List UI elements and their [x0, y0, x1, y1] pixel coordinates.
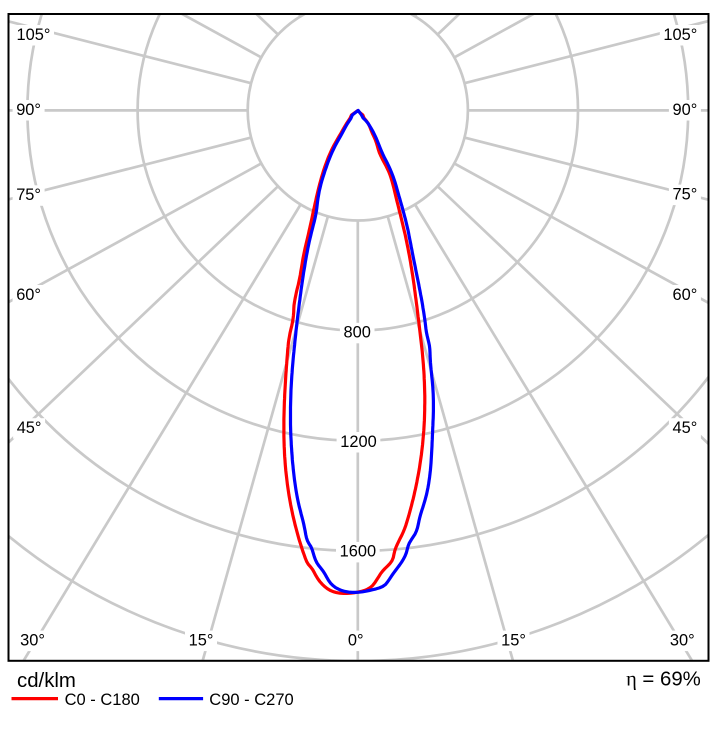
svg-text:800: 800: [344, 324, 371, 342]
svg-text:η = 69%: η = 69%: [626, 668, 701, 690]
svg-text:45°: 45°: [17, 419, 42, 437]
svg-text:30°: 30°: [20, 631, 45, 649]
svg-text:60°: 60°: [673, 286, 698, 304]
svg-text:15°: 15°: [189, 631, 214, 649]
svg-text:75°: 75°: [16, 186, 41, 204]
svg-text:1200: 1200: [340, 433, 376, 451]
svg-text:60°: 60°: [16, 286, 41, 304]
svg-text:C90 - C270: C90 - C270: [209, 691, 293, 709]
svg-text:45°: 45°: [673, 419, 698, 437]
svg-text:1600: 1600: [340, 543, 376, 561]
svg-text:15°: 15°: [501, 631, 526, 649]
svg-text:90°: 90°: [16, 101, 41, 119]
svg-text:105°: 105°: [17, 26, 51, 44]
svg-text:90°: 90°: [673, 101, 698, 119]
svg-text:C0 - C180: C0 - C180: [65, 691, 140, 709]
svg-text:30°: 30°: [670, 631, 695, 649]
svg-text:cd/klm: cd/klm: [17, 670, 76, 692]
svg-text:0°: 0°: [348, 631, 364, 649]
svg-text:75°: 75°: [673, 185, 698, 203]
svg-text:105°: 105°: [663, 26, 697, 44]
